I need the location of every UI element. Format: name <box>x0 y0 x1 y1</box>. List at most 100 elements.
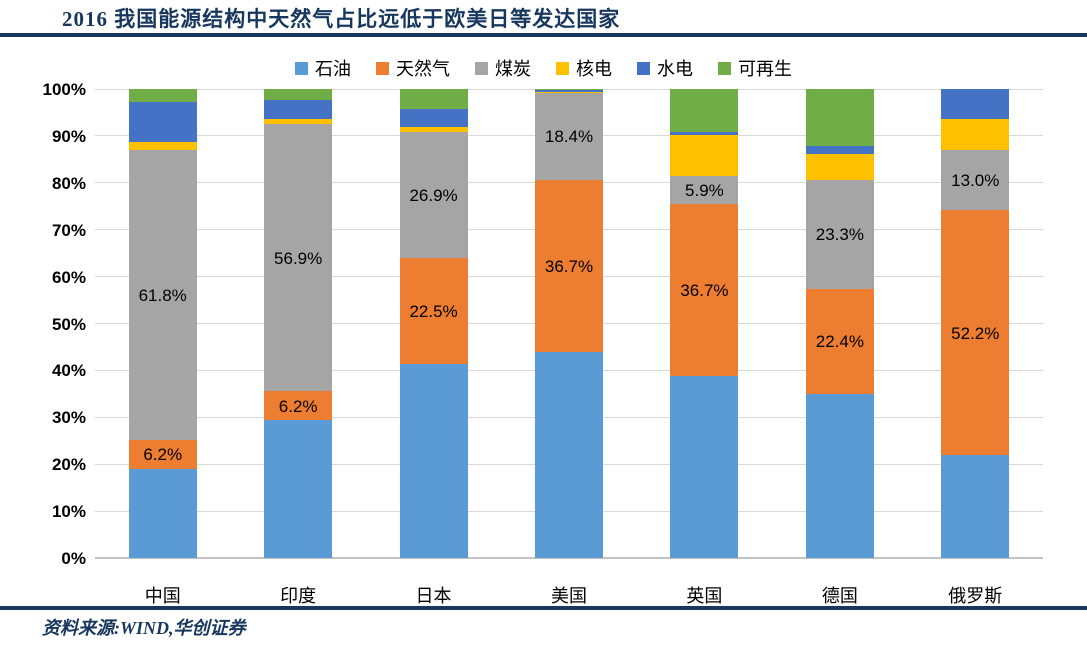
bar-segment-可再生 <box>399 89 468 109</box>
bar-segment-核电 <box>805 153 874 180</box>
source-note: 资料来源:WIND,华创证券 <box>42 618 246 638</box>
bar-segment-煤炭: 26.9% <box>399 132 468 259</box>
bar-印度: 6.2% 56.9% <box>264 89 333 558</box>
bar-segment-核电 <box>264 118 333 125</box>
y-axis-label: 70% <box>51 220 86 240</box>
legend-label: 核电 <box>576 59 612 79</box>
bar-segment-label: 61.8% <box>138 285 187 305</box>
legend-label: 可再生 <box>738 59 792 79</box>
bar-segment-label: 22.4% <box>815 332 864 352</box>
legend-item-核电: 核电 <box>556 55 612 81</box>
y-axis-label: 20% <box>51 455 86 475</box>
bar-俄罗斯: 52.2% 13.0% <box>941 89 1010 558</box>
bar-segment-可再生 <box>670 89 739 132</box>
x-axis-label-俄罗斯: 俄罗斯 <box>948 586 1003 606</box>
bar-segment-核电 <box>670 134 739 177</box>
plot-area: 6.2% 61.8% 6.2% 56.9% 22.5% 26.9% 36.7% 18.4% 36… <box>95 88 1043 559</box>
x-axis-line <box>95 557 1043 559</box>
bar-segment-label: 6.2% <box>143 445 183 465</box>
bar-英国: 36.7% 5.9% <box>670 89 739 558</box>
y-axis-label: 100% <box>42 80 86 99</box>
bar-segment-核电 <box>128 142 197 150</box>
bar-segment-天然气: 22.4% <box>805 288 874 394</box>
bar-segment-label: 18.4% <box>544 127 594 147</box>
bar-中国: 6.2% 61.8% <box>128 89 197 558</box>
bar-segment-label: 22.5% <box>409 302 458 322</box>
bar-segment-水电 <box>670 131 739 135</box>
y-axis-label: 50% <box>51 314 86 334</box>
bar-segment-水电 <box>128 102 197 143</box>
legend-label: 煤炭 <box>495 59 531 79</box>
bar-segment-可再生 <box>264 89 333 100</box>
bar-segment-label: 36.7% <box>544 256 594 276</box>
bar-segment-天然气: 6.2% <box>264 391 333 421</box>
bar-segment-水电 <box>941 89 1010 119</box>
bar-segment-label: 13.0% <box>951 171 1000 190</box>
x-axis-label-印度: 印度 <box>280 586 317 606</box>
legend-swatch-icon <box>718 61 731 75</box>
bar-segment-可再生 <box>535 89 603 91</box>
bar-segment-天然气: 6.2% <box>128 439 197 469</box>
bar-segment-石油 <box>941 455 1010 558</box>
bar-segment-核电 <box>941 118 1010 150</box>
legend-item-煤炭: 煤炭 <box>475 55 531 81</box>
x-axis-label-日本: 日本 <box>415 586 452 606</box>
bar-segment-石油 <box>805 393 874 558</box>
bar-segment-石油 <box>399 363 468 558</box>
bar-segment-水电 <box>535 90 603 92</box>
bar-segment-天然气: 22.5% <box>399 258 468 364</box>
bar-segment-煤炭: 18.4% <box>535 93 603 180</box>
gridline <box>95 88 1043 90</box>
bar-美国: 36.7% 18.4% <box>535 89 603 558</box>
title-divider <box>0 33 1087 37</box>
legend-item-水电: 水电 <box>637 55 693 81</box>
legend-swatch-icon <box>376 61 389 75</box>
bar-segment-label: 36.7% <box>680 280 729 300</box>
bar-segment-天然气: 36.7% <box>535 179 603 352</box>
legend-swatch-icon <box>637 61 650 75</box>
bar-segment-可再生 <box>805 89 874 146</box>
bar-segment-天然气: 36.7% <box>670 203 739 377</box>
x-axis-label-美国: 美国 <box>550 586 587 606</box>
chart-title: 2016 我国能源结构中天然气占比远低于欧美日等发达国家 <box>62 7 621 31</box>
y-axis-label: 10% <box>51 502 86 522</box>
bar-segment-水电 <box>805 145 874 154</box>
bar-segment-石油 <box>128 468 197 558</box>
bar-segment-石油 <box>670 376 739 558</box>
bar-segment-label: 23.3% <box>815 225 864 245</box>
legend-swatch-icon <box>475 61 488 75</box>
legend-item-天然气: 天然气 <box>376 55 450 81</box>
bar-segment-煤炭: 61.8% <box>128 149 197 440</box>
bar-segment-核电 <box>399 127 468 133</box>
bar-segment-水电 <box>264 99 333 119</box>
bar-segment-label: 6.2% <box>278 396 318 416</box>
legend-label: 石油 <box>315 59 351 79</box>
footer-divider <box>0 606 1087 610</box>
x-axis-label-德国: 德国 <box>821 586 858 606</box>
legend-item-石油: 石油 <box>295 55 351 81</box>
x-axis-label-中国: 中国 <box>144 586 181 606</box>
bar-segment-label: 26.9% <box>409 186 458 206</box>
y-axis-label: 90% <box>51 126 86 146</box>
bar-德国: 22.4% 23.3% <box>805 89 874 558</box>
bar-segment-label: 52.2% <box>951 323 1000 343</box>
bar-segment-水电 <box>399 108 468 128</box>
bar-日本: 22.5% 26.9% <box>399 89 468 558</box>
bar-segment-煤炭: 56.9% <box>264 124 333 392</box>
legend-label: 天然气 <box>396 59 450 79</box>
x-axis-label-英国: 英国 <box>686 586 723 606</box>
y-axis-label: 40% <box>51 361 86 381</box>
bar-segment-煤炭: 13.0% <box>941 149 1010 211</box>
bar-segment-煤炭: 23.3% <box>805 179 874 289</box>
y-axis-label: 0% <box>61 549 86 568</box>
y-axis-label: 60% <box>51 267 86 287</box>
y-axis-label: 80% <box>51 173 86 193</box>
legend-item-可再生: 可再生 <box>718 55 792 81</box>
bar-segment-核电 <box>535 91 603 94</box>
bar-segment-天然气: 52.2% <box>941 210 1010 456</box>
bar-segment-可再生 <box>128 89 197 103</box>
bar-segment-石油 <box>264 420 333 558</box>
legend: 石油 天然气 煤炭 核电 水电 可再生 <box>0 54 1087 82</box>
legend-label: 水电 <box>657 59 693 79</box>
